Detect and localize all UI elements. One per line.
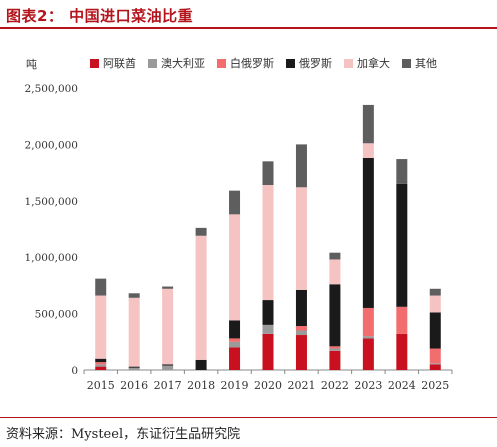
source-note: 资料来源：Mysteel，东证衍生品研究院 <box>6 427 241 442</box>
legend: 阿联酋 澳大利亚 白俄罗斯 俄罗斯 加拿大 其他 <box>90 55 437 71</box>
bar-segment <box>262 185 274 301</box>
bar-segment <box>362 104 374 144</box>
legend-item: 加拿大 <box>344 55 390 71</box>
legend-item: 俄罗斯 <box>286 55 332 71</box>
y-tick-label: 1,000,000 <box>25 252 78 264</box>
bar-segment <box>128 293 140 298</box>
x-tick-label: 2021 <box>287 379 315 392</box>
bar-segment <box>429 312 441 349</box>
x-tick-label: 2019 <box>221 379 249 392</box>
bar-segment <box>295 187 307 290</box>
bar-segment <box>162 288 174 365</box>
y-tick-label: 2,000,000 <box>25 139 78 151</box>
bar-segment <box>362 338 374 370</box>
legend-swatch <box>148 58 157 68</box>
legend-item: 澳大利亚 <box>148 55 205 71</box>
bar-segment <box>229 214 241 321</box>
bar-segment <box>195 235 207 360</box>
bar-segment <box>295 326 307 331</box>
bar-segment <box>229 341 241 348</box>
bar-segment <box>396 306 408 334</box>
bar-segment <box>262 324 274 334</box>
legend-label: 白俄罗斯 <box>230 57 274 70</box>
bar-segment <box>162 364 174 366</box>
bar-segment <box>162 286 174 289</box>
bar-segment <box>95 362 107 365</box>
legend-swatch <box>90 58 99 68</box>
bar-segment <box>396 183 408 307</box>
legend-swatch <box>344 58 353 68</box>
bar-segment <box>195 359 207 370</box>
bar-segment <box>128 297 140 367</box>
bar-segment <box>95 278 107 296</box>
legend-label: 加拿大 <box>357 57 390 70</box>
legend-swatch <box>286 58 295 68</box>
bar-segment <box>362 336 374 339</box>
legend-swatch <box>217 58 226 68</box>
y-unit-label: 吨 <box>26 58 37 71</box>
x-tick-label: 2018 <box>187 379 215 392</box>
bar-segment <box>429 348 441 364</box>
bar-segment <box>329 259 341 285</box>
x-tick-label: 2016 <box>120 379 148 392</box>
bar-segment <box>429 295 441 313</box>
bar-segment <box>95 366 107 370</box>
legend-item: 阿联酋 <box>90 55 136 71</box>
x-tick-label: 2015 <box>87 379 115 392</box>
bar-segment <box>362 143 374 158</box>
legend-label: 其他 <box>415 57 437 70</box>
bar-segment <box>95 295 107 359</box>
chart-title: 图表2： 中国进口菜油比重 <box>6 7 194 25</box>
y-tick-label: 0 <box>71 365 78 377</box>
bar-segment <box>396 159 408 184</box>
bar-segment <box>229 190 241 215</box>
y-tick-label: 500,000 <box>35 309 78 321</box>
bar-segment <box>262 333 274 370</box>
bar-segment <box>329 348 341 351</box>
legend-item: 其他 <box>402 55 437 71</box>
y-tick-label: 1,500,000 <box>25 196 78 208</box>
x-tick-label: 2020 <box>254 379 282 392</box>
legend-label: 澳大利亚 <box>161 57 205 70</box>
bar-segment <box>329 252 341 260</box>
bar-segment <box>162 365 174 370</box>
bar-segment <box>429 363 441 365</box>
x-tick-label: 2023 <box>354 379 382 392</box>
bar-segment <box>128 367 140 370</box>
legend-label: 俄罗斯 <box>299 57 332 70</box>
x-tick-label: 2022 <box>321 379 349 392</box>
bar-segment <box>295 335 307 370</box>
bar-segment <box>262 300 274 325</box>
bar-segment <box>329 346 341 349</box>
bar-segment <box>362 307 374 337</box>
bar-segment <box>295 144 307 188</box>
bar-segment <box>95 358 107 363</box>
source-rule <box>0 417 497 418</box>
legend-label: 阿联酋 <box>103 57 136 70</box>
bar-segment <box>362 157 374 308</box>
bar-segment <box>229 347 241 370</box>
x-tick-label: 2017 <box>154 379 182 392</box>
x-tick-label: 2024 <box>388 379 416 392</box>
legend-swatch <box>402 58 411 68</box>
legend-item: 白俄罗斯 <box>217 55 274 71</box>
bar-segment <box>396 333 408 370</box>
bar-segment <box>329 350 341 370</box>
bar-segment <box>329 284 341 347</box>
y-tick-label: 2,500,000 <box>25 83 78 95</box>
bar-segment <box>262 161 274 186</box>
bar-segment <box>295 330 307 336</box>
bar-segment <box>429 288 441 296</box>
bar-segment <box>229 338 241 342</box>
bar-segment <box>128 366 140 368</box>
bar-segment <box>295 289 307 327</box>
bar-segment <box>195 227 207 236</box>
bar-segment <box>229 320 241 339</box>
bar-segment <box>95 364 107 367</box>
x-tick-label: 2025 <box>421 379 449 392</box>
title-rule <box>0 27 497 29</box>
bar-segment <box>429 364 441 370</box>
